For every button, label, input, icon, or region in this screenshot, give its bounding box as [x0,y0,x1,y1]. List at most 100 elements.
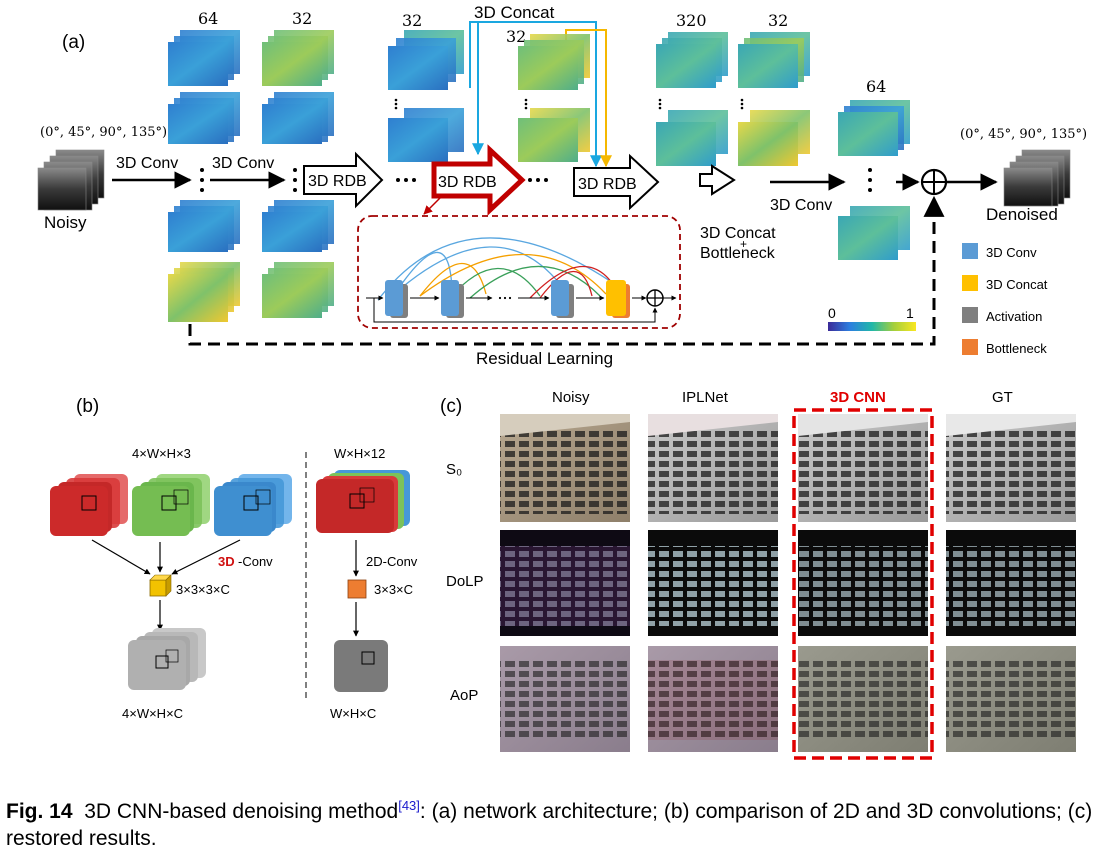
multi-channel-stack-2d [316,470,410,533]
result-s0-gt [946,414,1076,522]
result-s0-iplnet [648,414,778,522]
rdb1-label: 3D RDB [308,173,367,190]
noisy-input-stack [37,149,105,211]
concat-line-blue-1 [469,21,602,168]
legend-label-conv: 3D Conv [986,245,1037,260]
feature-stack-320: 320 [656,11,728,166]
channel-32-d: 32 [768,11,788,30]
caption-fig-number: Fig. 14 [6,800,73,823]
rdb-detail-pointer [423,195,443,215]
panel-b-conv-3d-suffix: -Conv [238,554,273,569]
row-aop: AoP [450,687,478,704]
result-s0-3dcnn [798,414,928,522]
caption-ref: [43] [398,798,420,813]
legend-swatch-conv [962,243,978,259]
channel-320: 320 [676,11,707,30]
panel-b-left-top: 4×W×H×3 [132,446,191,461]
result-aop-noisy [500,646,630,752]
concat-bottleneck-line1: 3D Concat [700,225,776,242]
legend-swatch-concat [962,275,978,291]
panel-b-right-bottom: W×H×C [330,706,376,721]
feature-stack-32-b: 32 [388,11,464,162]
residual-label: Residual Learning [476,349,613,368]
legend-label-bottleneck: Bottleneck [986,341,1047,356]
conv1-label: 3D Conv [116,155,178,172]
gray-output-stack-3d [128,628,206,690]
caption-text-before: 3D CNN-based denoising method [84,800,399,823]
residual-skip-line [188,195,945,346]
panel-a-label: (a) [62,32,85,53]
blue-channel-stack [214,474,292,536]
legend-swatch-activation [962,307,978,323]
channel-64-b: 64 [866,77,886,96]
highlight-3dcnn-box [792,408,934,760]
kernel-cube-3d [149,574,172,597]
output-label: Denoised [986,205,1058,224]
green-channel-stack [132,474,210,536]
result-dolp-iplnet [648,530,778,636]
rdb3-label: 3D RDB [578,176,637,193]
panel-b-left-kernel: 3×3×3×C [176,582,230,597]
sum-node [920,168,948,196]
concat-bottleneck-line2: Bottleneck [700,245,776,262]
panel-b-left-bottom: 4×W×H×C [122,706,183,721]
result-dolp-gt [946,530,1076,636]
feature-stack-32-a: 32 [262,9,334,318]
figure-canvas: (a) (0°, 45°, 90°, 135°) Noisy 3D Conv 3… [37,3,1087,760]
output-angles: (0°, 45°, 90°, 135°) [960,127,1087,142]
feature-stack-32-d: 32 [738,11,810,166]
feature-stack-32-c: 32 [506,27,590,162]
input-label: Noisy [44,213,87,232]
col-iplnet: IPLNet [682,389,729,406]
colorbar-max: 1 [906,305,914,321]
caption-text-after: : (a) network architecture; (b) comparis… [6,800,1093,850]
colorbar-min: 0 [828,305,836,321]
input-angles: (0°, 45°, 90°, 135°) [40,125,167,140]
row-s0: S₀ [446,461,462,478]
result-aop-3dcnn [798,646,928,752]
result-dolp-3dcnn [798,530,928,636]
panel-b-conv-3d-prefix: 3D [218,554,235,569]
ellipsis-2 [528,178,548,182]
output-2d-window [361,651,375,665]
feature-dots-2 [293,168,297,192]
rdb2-label: 3D RDB [438,174,497,191]
row-dolp: DoLP [446,573,484,590]
concat-top-label: 3D Concat [474,3,555,22]
concat-bottleneck-arrow [699,164,736,196]
panel-b-right-conv: 2D-Conv [366,554,418,569]
concat-bottleneck-plus: + [740,237,747,251]
rdb2-block-highlighted: 3D RDB [431,144,526,216]
channel-32-b: 32 [402,11,422,30]
kernel-square-2d [347,579,367,599]
rdb3-block: 3D RDB [573,153,660,211]
figure-caption: Fig. 14 3D CNN-based denoising method[43… [6,792,1102,852]
panel-b-right-kernel: 3×3×C [374,582,413,597]
col-3dcnn: 3D CNN [830,389,886,406]
panel-b-right-top: W×H×12 [334,446,385,461]
denoised-output-stack [1003,149,1071,207]
gray-output-2d [334,640,388,692]
legend-label-concat: 3D Concat [986,277,1048,292]
b-arrow-right [171,539,241,575]
rdb1-block: 3D RDB [303,151,384,209]
legend-swatch-bottleneck [962,339,978,355]
channel-32-a: 32 [292,9,312,28]
channel-32-c: 32 [506,27,526,46]
ellipsis-1 [396,178,416,182]
b-arrow-left [91,539,151,575]
legend-label-activation: Activation [986,309,1042,324]
rdb-detail-content [366,237,677,323]
feature-stack-64-a: 64 [168,9,240,322]
red-channel-stack [50,474,128,536]
feature-stack-64-b: 64 [838,77,910,260]
legend: 3D Conv 3D Concat Activation Bottleneck [962,243,1048,356]
panel-b-label: (b) [76,396,99,417]
col-gt: GT [992,389,1013,406]
conv2-label: 3D Conv [212,155,274,172]
result-s0-noisy [500,414,630,522]
conv3-label: 3D Conv [770,197,832,214]
panel-c-label: (c) [440,396,462,417]
result-aop-iplnet [648,646,778,752]
feature-dots-1 [200,168,204,192]
